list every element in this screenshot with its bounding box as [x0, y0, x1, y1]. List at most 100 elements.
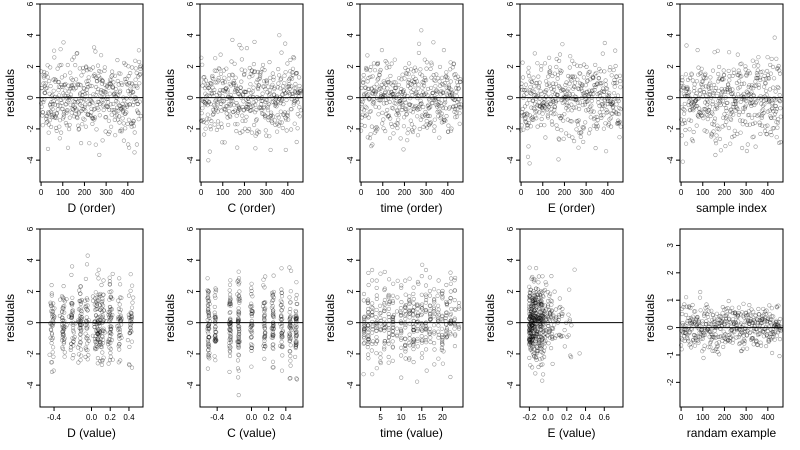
- residual-point: [252, 69, 257, 74]
- residual-point: [382, 328, 387, 333]
- residual-point: [711, 122, 716, 127]
- residual-point: [49, 369, 55, 374]
- residual-point: [535, 103, 540, 108]
- residual-point: [576, 86, 581, 91]
- residual-point: [566, 312, 571, 317]
- residual-point: [451, 104, 456, 109]
- residual-point: [423, 267, 429, 273]
- residual-point: [554, 333, 559, 338]
- residual-point: [79, 108, 84, 114]
- residual-point: [206, 326, 211, 331]
- residual-point: [595, 82, 600, 87]
- residual-point: [234, 101, 239, 106]
- residual-point: [421, 80, 426, 86]
- residual-point: [774, 56, 779, 61]
- residual-point: [559, 69, 564, 74]
- residual-point: [772, 96, 777, 101]
- residual-point: [708, 95, 713, 100]
- residual-point: [254, 117, 259, 122]
- residual-point: [681, 326, 686, 331]
- residual-point: [94, 346, 99, 351]
- residual-point: [775, 305, 780, 310]
- residual-point: [704, 302, 709, 307]
- residual-point: [381, 117, 386, 122]
- residual-point: [293, 316, 298, 321]
- residual-point: [267, 60, 272, 65]
- residual-point: [289, 323, 294, 329]
- residual-point: [739, 74, 744, 79]
- residual-point: [378, 355, 383, 360]
- residual-point: [206, 352, 211, 357]
- residual-point: [529, 340, 534, 345]
- residual-point: [101, 355, 106, 360]
- residual-point: [207, 315, 212, 321]
- residual-point: [440, 341, 445, 346]
- residual-point: [249, 345, 254, 350]
- residual-point: [271, 320, 276, 325]
- residual-point: [393, 101, 398, 106]
- residual-point: [543, 331, 548, 336]
- residual-point: [271, 313, 276, 318]
- residual-point: [96, 321, 101, 326]
- residual-point: [765, 123, 770, 128]
- residual-point: [296, 90, 301, 95]
- residual-point: [410, 110, 415, 115]
- residual-point: [702, 313, 707, 318]
- residual-point: [270, 290, 275, 295]
- residual-point: [207, 87, 213, 92]
- residual-point: [366, 282, 371, 288]
- residual-point: [410, 129, 416, 135]
- residual-point: [532, 298, 538, 303]
- residual-point: [772, 323, 777, 328]
- residual-point: [59, 75, 64, 80]
- residual-point: [572, 139, 577, 144]
- residual-point: [117, 276, 122, 281]
- residual-point: [535, 348, 540, 353]
- residual-point: [758, 340, 763, 345]
- y-tick-label: 6: [26, 1, 35, 6]
- residual-point: [547, 71, 552, 76]
- residual-point: [236, 320, 241, 325]
- residual-point: [451, 61, 456, 66]
- residual-point: [772, 116, 777, 121]
- residual-point: [439, 347, 444, 353]
- residual-point: [528, 320, 533, 325]
- residual-point: [289, 327, 294, 333]
- residual-point: [107, 289, 112, 294]
- residual-point: [117, 120, 122, 125]
- residual-point: [578, 71, 583, 76]
- residual-point: [374, 366, 379, 371]
- residual-point: [439, 333, 445, 338]
- residual-point: [79, 311, 84, 316]
- residual-point: [98, 307, 103, 312]
- residual-point: [370, 310, 375, 315]
- y-tick-label: 2: [346, 289, 355, 294]
- residual-point: [527, 334, 532, 339]
- residual-point: [298, 108, 303, 113]
- residual-point: [746, 84, 751, 90]
- residual-point: [101, 318, 106, 323]
- residual-point: [545, 290, 550, 295]
- residual-point: [71, 343, 76, 348]
- residual-point: [85, 357, 90, 362]
- x-tick-label: 5: [378, 413, 383, 422]
- residual-point: [716, 98, 721, 104]
- residual-point: [536, 338, 541, 343]
- residual-point: [129, 316, 134, 321]
- residual-point: [83, 303, 88, 308]
- residual-point: [546, 320, 551, 325]
- residual-point: [76, 318, 81, 323]
- x-tick-label: 300: [579, 188, 593, 197]
- residual-point: [711, 92, 716, 97]
- residual-point: [411, 337, 416, 342]
- residual-point: [528, 329, 533, 334]
- residual-point: [118, 295, 123, 300]
- residual-point: [399, 312, 404, 317]
- residual-point: [736, 112, 741, 117]
- residual-point: [377, 69, 382, 74]
- residual-point: [740, 314, 745, 319]
- residual-point: [266, 84, 271, 89]
- residual-point: [70, 77, 75, 83]
- residual-point: [361, 328, 367, 334]
